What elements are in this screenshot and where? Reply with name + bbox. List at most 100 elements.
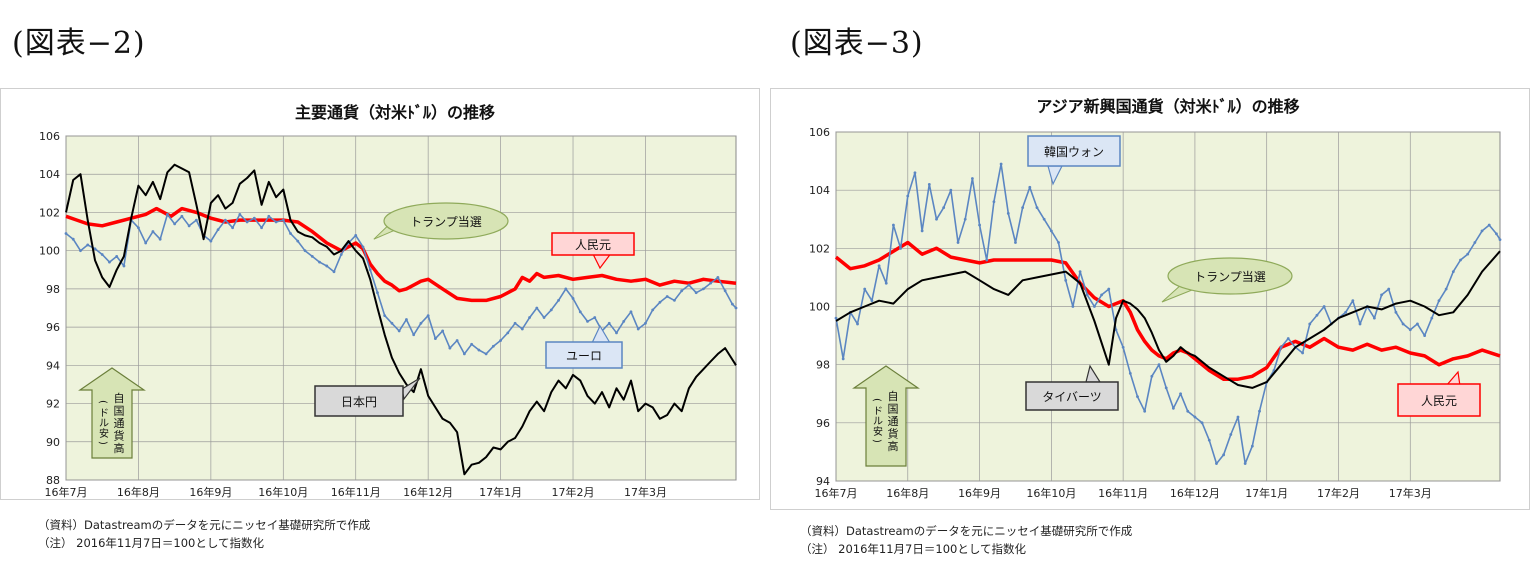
data-point <box>1279 345 1283 349</box>
x-tick-label: 16年7月 <box>45 485 88 499</box>
data-point <box>1394 310 1398 314</box>
svg-text:貨: 貨 <box>888 427 899 441</box>
cny-callout-label: 人民元 <box>1421 394 1457 408</box>
y-tick-label: 102 <box>809 242 830 255</box>
x-tick-label: 16年7月 <box>815 486 858 500</box>
data-point <box>115 255 119 258</box>
data-point <box>1136 395 1139 399</box>
svg-text:通: 通 <box>114 417 125 430</box>
data-point <box>1078 270 1082 273</box>
cny-callout <box>1397 383 1481 417</box>
data-point <box>310 255 314 258</box>
data-point <box>615 331 618 335</box>
data-point <box>1322 305 1326 308</box>
data-point <box>528 316 531 319</box>
x-tick-label: 17年3月 <box>1389 486 1432 500</box>
y-tick-label: 98 <box>46 283 60 296</box>
data-point <box>1193 415 1197 419</box>
up-arrow-shape <box>78 367 146 459</box>
data-point <box>644 321 647 325</box>
data-point <box>274 220 278 224</box>
data-point <box>1408 328 1412 332</box>
svg-text:安: 安 <box>873 425 883 438</box>
svg-text:ド: ド <box>873 406 883 417</box>
data-point <box>1416 322 1419 326</box>
series-line <box>65 163 737 476</box>
data-point <box>1243 462 1247 465</box>
data-point <box>1215 462 1218 465</box>
y-tick-label: 94 <box>46 359 60 372</box>
data-point <box>734 306 738 310</box>
data-point <box>484 352 488 356</box>
data-point <box>71 237 75 241</box>
x-tick-label: 16年9月 <box>189 485 232 499</box>
data-point <box>1014 241 1017 244</box>
data-point <box>702 287 705 291</box>
x-tick-label: 16年10月 <box>1026 486 1076 500</box>
data-point <box>144 241 148 245</box>
data-point <box>1236 415 1240 419</box>
x-tick-label: 16年12月 <box>1170 486 1220 500</box>
x-tick-label: 16年11月 <box>1098 486 1148 500</box>
trump-callout <box>383 202 509 240</box>
svg-text:ル: ル <box>99 419 109 430</box>
figure-2-source-note: （資料）Datastreamのデータを元にニッセイ基礎研究所で作成 <box>38 518 371 532</box>
svg-text:ド: ド <box>99 408 109 419</box>
x-tick-label: 16年11月 <box>331 485 381 499</box>
data-point <box>564 287 568 291</box>
data-point <box>397 329 401 333</box>
series-ユーロ <box>64 212 738 356</box>
data-point <box>884 281 888 285</box>
svg-text:高: 高 <box>114 441 125 455</box>
data-point <box>730 302 734 306</box>
svg-text:自: 自 <box>114 392 125 405</box>
x-tick-label: 17年2月 <box>552 485 595 499</box>
thb-callout-label: タイバーツ <box>1042 390 1102 404</box>
data-point <box>100 253 104 256</box>
data-point <box>303 249 307 253</box>
trump-callout-label: トランプ当選 <box>410 215 482 229</box>
series-日本円 <box>65 163 737 476</box>
y-tick-label: 102 <box>39 206 60 219</box>
cny-callout-label: 人民元 <box>575 238 611 252</box>
data-point <box>296 239 300 243</box>
data-point <box>673 298 676 302</box>
data-point <box>158 237 162 241</box>
data-point <box>942 206 946 210</box>
series-タイバーツ <box>835 250 1501 389</box>
svg-text:通: 通 <box>888 415 899 428</box>
y-tick-label: 104 <box>39 168 60 181</box>
data-point <box>1250 444 1254 448</box>
data-point <box>477 348 481 352</box>
data-point <box>1179 392 1182 396</box>
x-tick-label: 16年10月 <box>258 485 308 499</box>
data-point <box>1286 337 1290 340</box>
data-point <box>499 339 502 342</box>
data-point <box>1164 386 1168 390</box>
figure-3-label: (図表−3) <box>790 26 924 61</box>
data-point <box>1301 351 1304 355</box>
data-point <box>1028 185 1032 189</box>
data-point <box>267 214 271 218</box>
data-point <box>899 246 903 250</box>
data-point <box>927 182 931 186</box>
data-point <box>173 222 177 226</box>
data-point <box>412 333 416 337</box>
data-point <box>622 319 626 323</box>
major-currencies-chart: 主要通貨（対米ﾄﾞﾙ）の推移 88 90 92 94 96 98 100 102 104 106 16… <box>0 88 760 500</box>
data-point <box>870 299 874 303</box>
data-point <box>137 226 140 230</box>
data-point <box>877 264 881 268</box>
y-tick-label: 94 <box>816 475 830 488</box>
data-point <box>571 297 575 300</box>
data-point <box>949 188 953 192</box>
x-tick-label: 16年8月 <box>117 485 160 499</box>
data-point <box>86 243 90 247</box>
data-point <box>636 327 640 331</box>
y-tick-label: 106 <box>809 126 830 139</box>
trump-callout-label: トランプ当選 <box>1194 270 1266 284</box>
data-point <box>1064 278 1068 282</box>
data-point <box>281 218 285 222</box>
data-point <box>694 291 698 295</box>
up-arrow-shape <box>852 365 920 467</box>
